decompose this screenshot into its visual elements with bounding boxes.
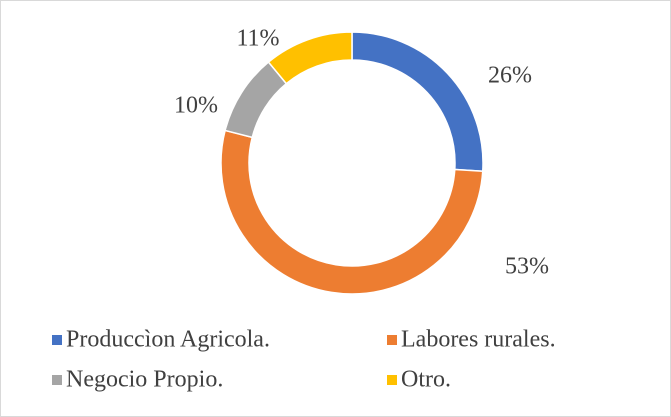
legend-label: Otro. <box>401 367 451 393</box>
legend-label: Negocio Propio. <box>66 367 223 393</box>
data-label: 11% <box>236 26 279 52</box>
donut-segment <box>220 129 484 295</box>
legend-swatch <box>387 375 397 385</box>
data-label: 26% <box>488 63 532 89</box>
donut-segment <box>267 31 353 85</box>
legend-swatch <box>387 335 397 345</box>
data-label: 53% <box>505 254 549 280</box>
legend-swatch <box>52 375 62 385</box>
legend-label: Produccìon Agricola. <box>66 327 270 353</box>
data-label: 10% <box>174 93 218 119</box>
legend-label: Labores rurales. <box>401 327 556 353</box>
legend-swatch <box>52 335 62 345</box>
